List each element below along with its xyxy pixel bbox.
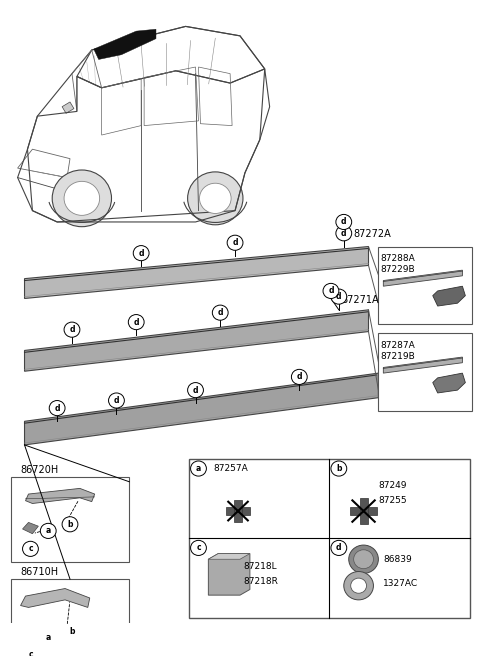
Text: 87287A: 87287A	[380, 341, 415, 350]
Circle shape	[354, 550, 373, 569]
Polygon shape	[24, 310, 369, 371]
Circle shape	[23, 647, 38, 656]
Circle shape	[291, 369, 307, 384]
Text: d: d	[232, 238, 238, 247]
Circle shape	[188, 172, 243, 225]
Text: b: b	[69, 626, 75, 636]
Circle shape	[188, 382, 204, 398]
Polygon shape	[21, 588, 90, 607]
Circle shape	[351, 578, 367, 593]
Circle shape	[40, 630, 56, 646]
Circle shape	[191, 541, 206, 556]
Text: 87218L: 87218L	[243, 562, 276, 571]
Polygon shape	[208, 554, 250, 595]
Circle shape	[40, 523, 56, 539]
Circle shape	[331, 289, 347, 304]
Text: 86720H: 86720H	[21, 466, 59, 476]
Circle shape	[23, 541, 38, 556]
Circle shape	[200, 183, 231, 213]
Polygon shape	[433, 373, 466, 393]
Circle shape	[212, 305, 228, 320]
Text: d: d	[193, 386, 198, 395]
Circle shape	[336, 215, 352, 230]
Text: 87229B: 87229B	[380, 266, 415, 274]
Text: d: d	[328, 287, 334, 295]
Text: b: b	[67, 520, 73, 529]
Text: 87218R: 87218R	[243, 577, 278, 586]
Text: a: a	[196, 464, 201, 473]
Polygon shape	[384, 357, 462, 373]
Polygon shape	[24, 247, 369, 298]
Polygon shape	[433, 286, 466, 306]
Polygon shape	[25, 488, 95, 504]
Text: d: d	[336, 292, 342, 301]
Text: d: d	[133, 318, 139, 327]
Text: d: d	[341, 229, 347, 237]
Circle shape	[336, 226, 352, 241]
Text: d: d	[114, 396, 119, 405]
Text: c: c	[196, 543, 201, 552]
Circle shape	[64, 623, 80, 638]
Circle shape	[323, 283, 339, 298]
Polygon shape	[94, 30, 156, 60]
Circle shape	[108, 393, 124, 408]
Circle shape	[49, 401, 65, 416]
Text: 87249: 87249	[378, 481, 407, 490]
Circle shape	[191, 461, 206, 476]
Circle shape	[64, 181, 100, 215]
Polygon shape	[226, 507, 250, 515]
Circle shape	[331, 461, 347, 476]
Polygon shape	[384, 270, 462, 286]
Bar	[11, 477, 129, 562]
Text: a: a	[46, 633, 51, 642]
Text: d: d	[138, 249, 144, 258]
Polygon shape	[208, 554, 250, 560]
Polygon shape	[234, 500, 242, 522]
Text: d: d	[54, 403, 60, 413]
Circle shape	[133, 245, 149, 260]
Text: c: c	[28, 650, 33, 656]
Bar	[378, 247, 472, 324]
Text: d: d	[297, 373, 302, 381]
Text: 87219B: 87219B	[380, 352, 415, 361]
Circle shape	[344, 571, 373, 600]
Text: d: d	[69, 325, 75, 334]
Circle shape	[128, 314, 144, 330]
Circle shape	[349, 545, 378, 573]
Text: 87255: 87255	[378, 496, 407, 505]
Text: 86710H: 86710H	[21, 567, 59, 577]
Text: 87272A: 87272A	[354, 229, 391, 239]
Polygon shape	[23, 522, 38, 534]
Text: d: d	[341, 217, 347, 226]
Bar	[11, 579, 129, 656]
Polygon shape	[19, 626, 33, 644]
Text: 1327AC: 1327AC	[384, 579, 419, 588]
Text: 87257A: 87257A	[213, 464, 248, 473]
Polygon shape	[360, 498, 368, 524]
Bar	[378, 333, 472, 411]
Polygon shape	[24, 373, 378, 445]
Text: c: c	[28, 544, 33, 554]
Circle shape	[62, 517, 78, 532]
Circle shape	[227, 236, 243, 251]
Bar	[189, 459, 470, 618]
Text: 86839: 86839	[384, 555, 412, 564]
Text: 87271A: 87271A	[342, 295, 379, 306]
Circle shape	[52, 170, 111, 227]
Text: a: a	[46, 526, 51, 535]
Text: b: b	[336, 464, 342, 473]
Circle shape	[331, 541, 347, 556]
Text: 87288A: 87288A	[380, 254, 415, 263]
Circle shape	[64, 322, 80, 337]
Text: d: d	[217, 308, 223, 317]
Text: d: d	[336, 543, 342, 552]
Polygon shape	[350, 507, 377, 515]
Polygon shape	[62, 102, 74, 113]
